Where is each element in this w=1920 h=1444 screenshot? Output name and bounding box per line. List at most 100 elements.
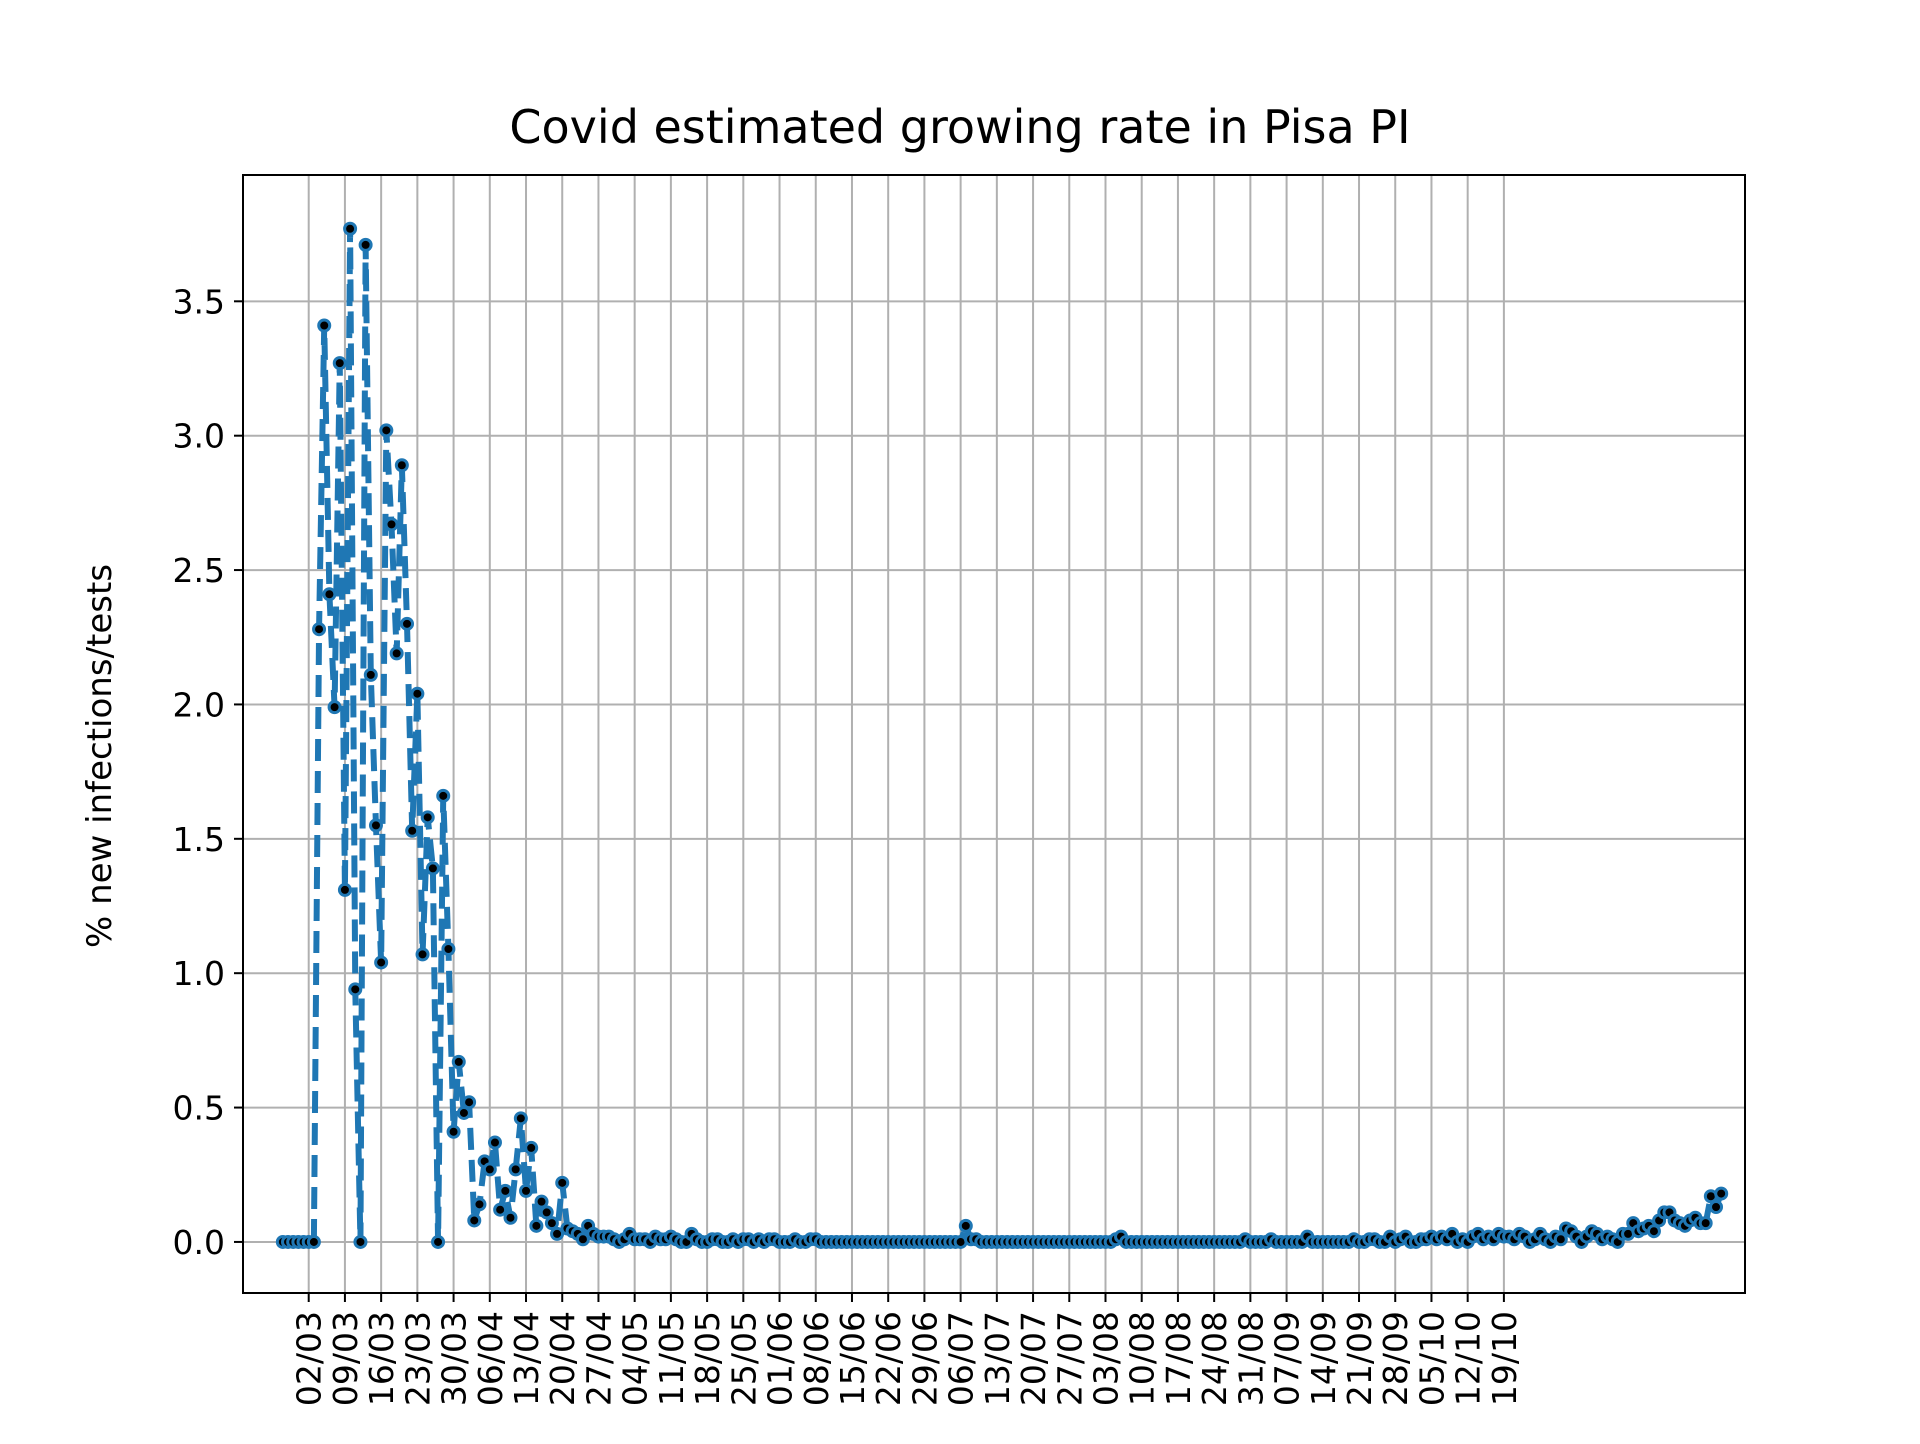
y-tick-label: 0.5 [173,1089,225,1128]
grid [243,175,1745,1293]
data-point [420,810,435,825]
data-point [487,1135,502,1150]
data-point [462,1095,477,1110]
data-point [575,1232,590,1247]
data-point [467,1213,482,1228]
x-tick-label: 17/08 [1159,1311,1198,1406]
x-tick-label: 10/08 [1123,1311,1162,1406]
x-tick-label: 15/06 [833,1311,872,1406]
x-tick-label: 22/06 [869,1311,908,1406]
x-tick-label: 06/07 [942,1311,981,1406]
x-tick-label: 23/03 [398,1311,437,1406]
chart-title: Covid estimated growing rate in Pisa PI [509,100,1411,154]
x-tick-label: 14/09 [1304,1311,1343,1406]
x-tick-label: 04/05 [616,1311,655,1406]
data-point [1714,1186,1729,1201]
data-point [425,861,440,876]
data-point [306,1234,321,1249]
data-point [389,646,404,661]
data-point [524,1140,539,1155]
x-tick-label: 30/03 [435,1311,474,1406]
y-tick-label: 1.0 [173,954,225,993]
data-point [337,882,352,897]
x-tick-label: 07/09 [1268,1311,1307,1406]
series-markers [275,221,1729,1249]
data-point [519,1183,534,1198]
data-point [322,587,337,602]
x-tick-label: 20/04 [543,1311,582,1406]
data-point [508,1162,523,1177]
x-tick-label: 13/07 [978,1311,1017,1406]
data-point [394,458,409,473]
x-tick-label: 09/03 [326,1311,365,1406]
x-tick-label: 25/05 [724,1311,763,1406]
data-point [348,982,363,997]
x-tick-label: 31/08 [1231,1311,1270,1406]
data-point [534,1194,549,1209]
data-point [550,1226,565,1241]
x-tick-label: 01/06 [761,1311,800,1406]
x-tick-label: 11/05 [652,1311,691,1406]
data-point [493,1202,508,1217]
y-axis-label: % new infections/tests [80,563,120,949]
data-point [498,1183,513,1198]
x-tick-label: 20/07 [1014,1311,1053,1406]
data-point [472,1197,487,1212]
data-point [539,1205,554,1220]
axes-frame [242,174,1746,1294]
data-point [1709,1200,1724,1214]
y-tick-label: 2.0 [173,685,225,724]
data-point [368,818,383,833]
data-point [358,237,373,252]
y-tick-label: 3.5 [173,282,225,321]
x-tick-label: 12/10 [1449,1311,1488,1406]
data-point [1553,1232,1568,1247]
data-point [312,622,327,637]
x-tick-label: 19/10 [1485,1311,1524,1406]
data-point [431,1234,446,1249]
data-point [513,1111,528,1126]
data-point [503,1210,518,1225]
x-tick-label: 29/06 [905,1311,944,1406]
x-tick-label: 16/03 [362,1311,401,1406]
data-point [456,1105,471,1120]
x-tick-label: 24/08 [1195,1311,1234,1406]
data-point [363,667,378,682]
x-tick-label: 03/08 [1086,1311,1125,1406]
y-tick-label: 2.5 [173,551,225,590]
data-point [482,1162,497,1177]
data-point [529,1218,544,1233]
x-tick-label: 08/06 [797,1311,836,1406]
y-tick-label: 0.0 [173,1223,225,1262]
x-tick-label: 21/09 [1340,1311,1379,1406]
data-point [405,823,420,838]
x-tick-label: 06/04 [471,1311,510,1406]
y-tick-label: 3.0 [173,417,225,456]
x-tick-label: 28/09 [1376,1311,1415,1406]
x-tick-label: 02/03 [290,1311,329,1406]
data-point [1698,1216,1713,1231]
data-point [1646,1224,1661,1239]
data-point [446,1124,461,1139]
data-point [958,1218,973,1233]
data-point [379,423,394,438]
data-point [544,1216,559,1231]
x-tick-label: 27/04 [579,1311,618,1406]
data-point [374,955,389,970]
y-tick-label: 1.5 [173,820,225,859]
data-point [410,686,425,701]
data-point [400,616,415,631]
x-tick-label: 13/04 [507,1311,546,1406]
data-point [451,1054,466,1069]
data-point [436,788,451,803]
data-point [384,517,399,532]
data-point [332,356,347,371]
data-point [415,947,430,962]
data-point [441,942,456,956]
data-point [317,318,332,333]
x-tick-label: 27/07 [1050,1311,1089,1406]
data-point [353,1234,368,1249]
data-point [327,700,342,715]
